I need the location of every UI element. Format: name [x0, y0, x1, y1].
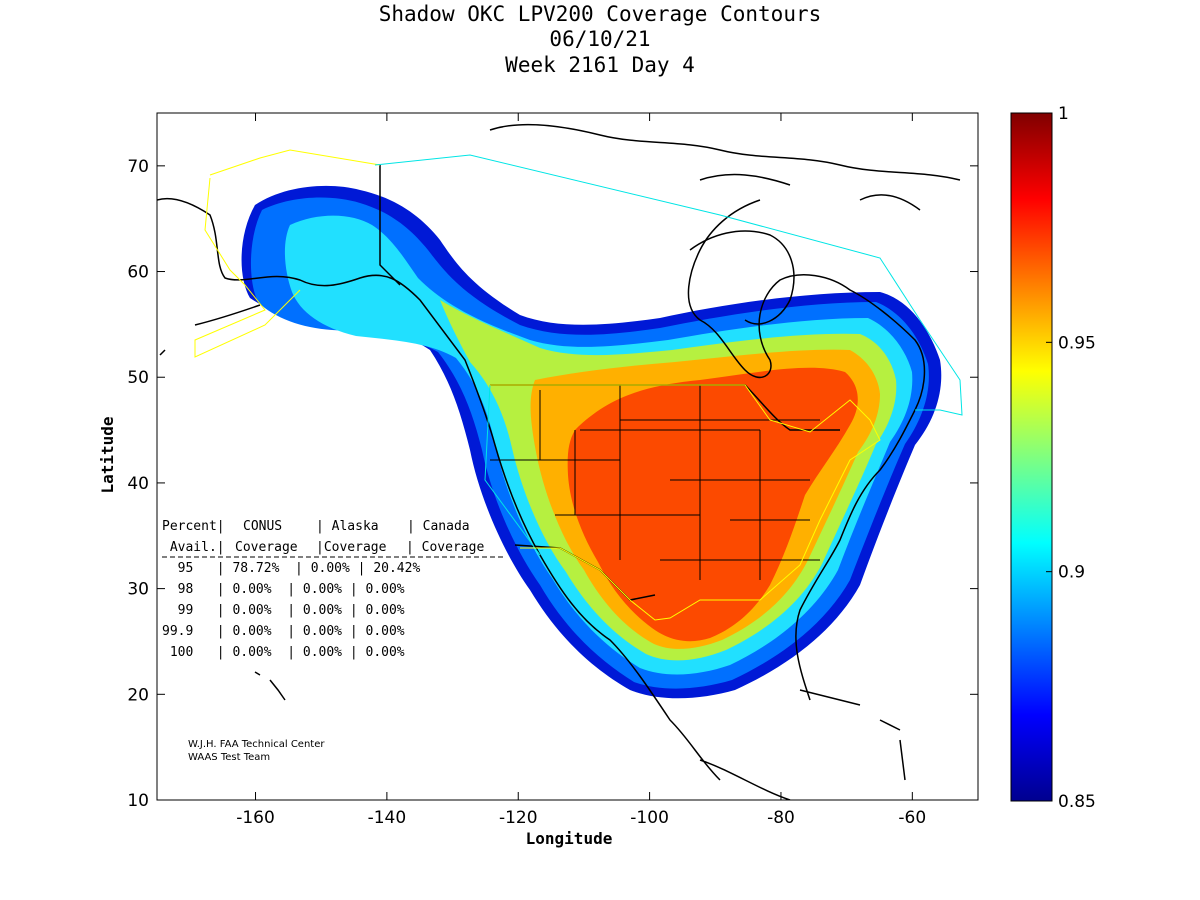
- y-tick-label: 60: [127, 263, 149, 283]
- table-row: 98 | 0.00% | 0.00% | 0.00%: [162, 582, 405, 597]
- chart-title: Shadow OKC LPV200 Coverage Contours: [378, 2, 822, 26]
- hudson-bay: [689, 230, 795, 325]
- colorbar-tick-label: 1: [1058, 104, 1069, 124]
- aleutians: [159, 304, 261, 356]
- colorbar-tick-label: 0.95: [1058, 333, 1096, 353]
- table-header-1-col3: | Alaska: [316, 519, 379, 534]
- x-ticks: -160 -140 -120 -100 -80 -60: [236, 113, 926, 828]
- canada-region-boundary: [374, 154, 963, 556]
- y-tick-label: 30: [127, 580, 149, 600]
- y-tick-label: 50: [127, 368, 149, 388]
- credit-line-1: W.J.H. FAA Technical Center: [188, 739, 325, 750]
- table-header-1-col1: Percent|: [162, 519, 225, 534]
- table-row: 100 | 0.00% | 0.00% | 0.00%: [162, 645, 405, 660]
- contour-band-097: [567, 367, 858, 642]
- hawaii: [254, 671, 286, 701]
- table-header-2-col1: Avail.|: [162, 540, 225, 555]
- table-header-1-col4: | Canada: [407, 519, 470, 534]
- colorbar: 0.85 0.9 0.95 1: [1010, 104, 1096, 812]
- colorbar-gradient: [1010, 112, 1053, 802]
- x-tick-label: -140: [368, 808, 407, 828]
- colorbar-tick-label: 0.9: [1058, 563, 1085, 583]
- table-header-2-col4: | Coverage: [406, 540, 484, 555]
- colorbar-ticks: 0.85 0.9 0.95 1: [1046, 104, 1096, 812]
- coverage-contours: [241, 185, 942, 699]
- chart-week-day: Week 2161 Day 4: [505, 53, 695, 77]
- y-tick-label: 10: [127, 791, 149, 811]
- coastlines: [157, 123, 961, 800]
- x-tick-label: -80: [767, 808, 795, 828]
- y-axis-label: Latitude: [98, 416, 117, 493]
- arctic-islands: [489, 123, 961, 211]
- table-header-2-col3: |Coverage: [316, 540, 387, 555]
- region-boundaries: [194, 149, 963, 621]
- x-tick-label: -60: [898, 808, 926, 828]
- x-tick-label: -120: [499, 808, 538, 828]
- x-tick-label: -100: [630, 808, 669, 828]
- x-axis-label: Longitude: [526, 829, 613, 848]
- credit-line-2: WAAS Test Team: [188, 752, 270, 763]
- table-header-2-col2: Coverage: [235, 540, 298, 555]
- y-tick-label: 40: [127, 474, 149, 494]
- x-tick-label: -160: [236, 808, 275, 828]
- caribbean: [799, 689, 906, 781]
- y-ticks: 10 20 30 40 50 60 70: [127, 157, 978, 811]
- alaska-region-boundary: [194, 149, 381, 358]
- chart-date: 06/10/21: [549, 27, 651, 51]
- y-tick-label: 70: [127, 157, 149, 177]
- table-row: 95 | 78.72% | 0.00% | 20.42%: [162, 561, 420, 576]
- alaska-border: [379, 165, 401, 286]
- y-tick-label: 20: [127, 685, 149, 705]
- table-header-1-col2: CONUS: [243, 519, 282, 534]
- coverage-table: Percent| CONUS | Alaska | Canada Avail.|…: [162, 519, 505, 660]
- colorbar-tick-label: 0.85: [1058, 792, 1096, 812]
- table-row: 99.9 | 0.00% | 0.00% | 0.00%: [162, 624, 405, 639]
- state-lines: [490, 385, 820, 580]
- conus-region-boundary: [490, 384, 881, 621]
- axes-frame: -160 -140 -120 -100 -80 -60 10 20 30 40 50 60 70: [127, 112, 979, 828]
- table-row: 99 | 0.00% | 0.00% | 0.00%: [162, 603, 405, 618]
